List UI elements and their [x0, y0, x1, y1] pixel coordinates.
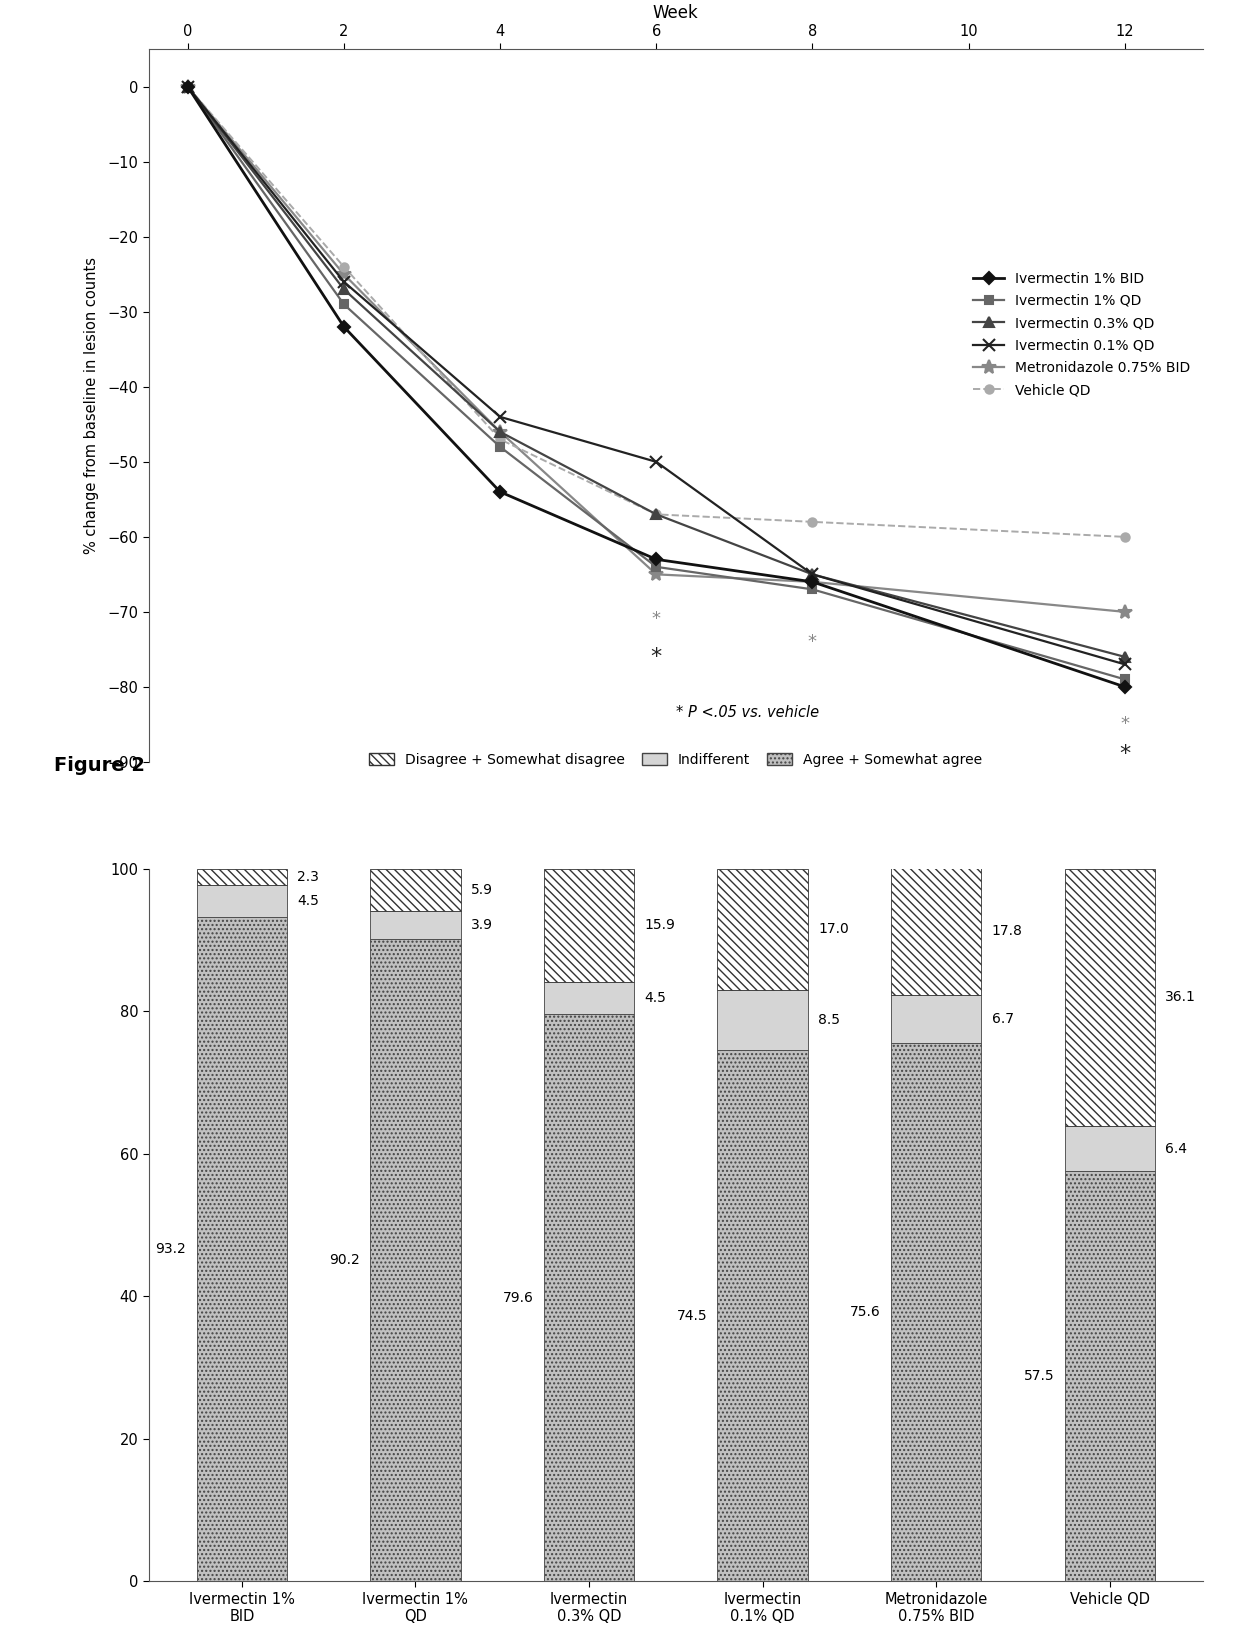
Metronidazole 0.75% BID [649, 565, 663, 585]
Ivermectin 0.1% QD [180, 77, 195, 97]
Bar [718, 1051, 807, 1581]
Ivermectin 1% BID [1117, 677, 1132, 697]
Text: 6.4: 6.4 [1166, 1141, 1188, 1156]
Vehicle QD [805, 512, 820, 532]
Bar [197, 917, 286, 1581]
Text: 2.3: 2.3 [298, 870, 319, 884]
Line: Ivermectin 1% BID: Ivermectin 1% BID [184, 82, 1128, 692]
Ivermectin 1% BID [805, 572, 820, 591]
Line: Vehicle QD: Vehicle QD [184, 82, 1128, 540]
Ivermectin 1% QD [492, 436, 507, 456]
Legend: Disagree + Somewhat disagree, Indifferent, Agree + Somewhat agree: Disagree + Somewhat disagree, Indifferen… [363, 748, 988, 772]
Ivermectin 0.3% QD [180, 77, 195, 97]
Line: Metronidazole 0.75% BID: Metronidazole 0.75% BID [181, 81, 1132, 619]
Metronidazole 0.75% BID [492, 422, 507, 441]
Metronidazole 0.75% BID [805, 572, 820, 591]
Text: *: * [1120, 744, 1131, 764]
Text: * P <.05 vs. vehicle: * P <.05 vs. vehicle [676, 705, 818, 720]
Bar [892, 1043, 981, 1581]
Text: 79.6: 79.6 [502, 1291, 533, 1304]
Vehicle QD [492, 430, 507, 450]
Text: *: * [808, 632, 817, 651]
Bar [892, 868, 981, 995]
Ivermectin 0.1% QD [649, 451, 663, 471]
Ivermectin 1% QD [805, 580, 820, 600]
Y-axis label: % change from baseline in lesion counts: % change from baseline in lesion counts [84, 257, 99, 553]
Line: Ivermectin 0.1% QD: Ivermectin 0.1% QD [182, 81, 1131, 670]
Line: Ivermectin 0.3% QD: Ivermectin 0.3% QD [184, 82, 1130, 662]
Text: 15.9: 15.9 [645, 919, 676, 932]
Ivermectin 0.3% QD [649, 504, 663, 524]
Text: 17.0: 17.0 [818, 922, 849, 935]
Ivermectin 1% QD [649, 557, 663, 576]
Bar [544, 982, 634, 1015]
Vehicle QD [180, 77, 195, 97]
Metronidazole 0.75% BID [336, 265, 351, 285]
Bar [718, 868, 807, 990]
Text: 57.5: 57.5 [1023, 1369, 1054, 1383]
Bar [718, 990, 807, 1051]
Bar [371, 939, 460, 1581]
Line: Ivermectin 1% QD: Ivermectin 1% QD [184, 82, 1128, 684]
Ivermectin 1% BID [336, 316, 351, 336]
Ivermectin 0.1% QD [1117, 654, 1132, 674]
Ivermectin 0.1% QD [492, 407, 507, 427]
Text: 36.1: 36.1 [1166, 990, 1197, 1005]
Bar [544, 1015, 634, 1581]
Legend: Ivermectin 1% BID, Ivermectin 1% QD, Ivermectin 0.3% QD, Ivermectin 0.1% QD, Met: Ivermectin 1% BID, Ivermectin 1% QD, Ive… [968, 265, 1195, 404]
Text: *: * [651, 647, 662, 667]
Text: *: * [1120, 715, 1130, 733]
Ivermectin 0.1% QD [336, 272, 351, 292]
Text: *: * [652, 611, 661, 629]
Text: 90.2: 90.2 [329, 1253, 360, 1267]
Bar [197, 868, 286, 884]
Metronidazole 0.75% BID [1117, 601, 1132, 621]
Bar [544, 868, 634, 982]
Text: 4.5: 4.5 [645, 991, 666, 1005]
Ivermectin 0.3% QD [492, 422, 507, 441]
Ivermectin 0.3% QD [336, 280, 351, 300]
Ivermectin 1% QD [1117, 669, 1132, 688]
Ivermectin 1% QD [336, 295, 351, 315]
Ivermectin 1% BID [180, 77, 195, 97]
Bar [1065, 1127, 1154, 1171]
Ivermectin 0.3% QD [1117, 647, 1132, 667]
Ivermectin 1% BID [492, 483, 507, 502]
Text: 17.8: 17.8 [992, 924, 1023, 939]
Ivermectin 0.3% QD [805, 565, 820, 585]
Text: 6.7: 6.7 [992, 1011, 1014, 1026]
Vehicle QD [649, 504, 663, 524]
Vehicle QD [1117, 527, 1132, 547]
X-axis label: Week: Week [653, 5, 698, 23]
Text: 8.5: 8.5 [818, 1013, 841, 1028]
Text: 74.5: 74.5 [677, 1309, 707, 1323]
Bar [197, 884, 286, 917]
Ivermectin 1% BID [649, 550, 663, 570]
Metronidazole 0.75% BID [180, 77, 195, 97]
Bar [371, 911, 460, 939]
Bar [1065, 1171, 1154, 1581]
Ivermectin 1% QD [180, 77, 195, 97]
Bar [892, 995, 981, 1043]
Text: 93.2: 93.2 [155, 1242, 186, 1257]
Bar [1065, 868, 1154, 1127]
Bar [371, 868, 460, 911]
Vehicle QD [336, 257, 351, 277]
Text: Figure 2: Figure 2 [53, 756, 145, 776]
Text: 4.5: 4.5 [298, 894, 319, 907]
Ivermectin 0.1% QD [805, 565, 820, 585]
Text: 3.9: 3.9 [471, 917, 494, 932]
Text: 5.9: 5.9 [471, 883, 494, 896]
Text: 75.6: 75.6 [849, 1304, 880, 1319]
